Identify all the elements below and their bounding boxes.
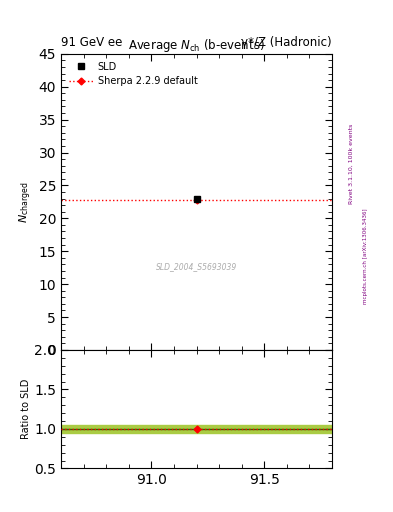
Text: Rivet 3.1.10, 100k events: Rivet 3.1.10, 100k events xyxy=(349,124,354,204)
Y-axis label: Ratio to SLD: Ratio to SLD xyxy=(21,379,31,439)
Legend: SLD, Sherpa 2.2.9 default: SLD, Sherpa 2.2.9 default xyxy=(66,58,201,89)
Text: mcplots.cern.ch [arXiv:1306.3436]: mcplots.cern.ch [arXiv:1306.3436] xyxy=(363,208,368,304)
Text: SLD_2004_S5693039: SLD_2004_S5693039 xyxy=(156,263,237,271)
Title: Average $N_{\rm ch}$ (b-events): Average $N_{\rm ch}$ (b-events) xyxy=(128,37,265,54)
Text: 91 GeV ee: 91 GeV ee xyxy=(61,36,122,49)
Text: γ*/Z (Hadronic): γ*/Z (Hadronic) xyxy=(241,36,332,49)
Bar xyxy=(61,425,332,433)
Y-axis label: $N_{\rm charged}$: $N_{\rm charged}$ xyxy=(18,181,34,223)
